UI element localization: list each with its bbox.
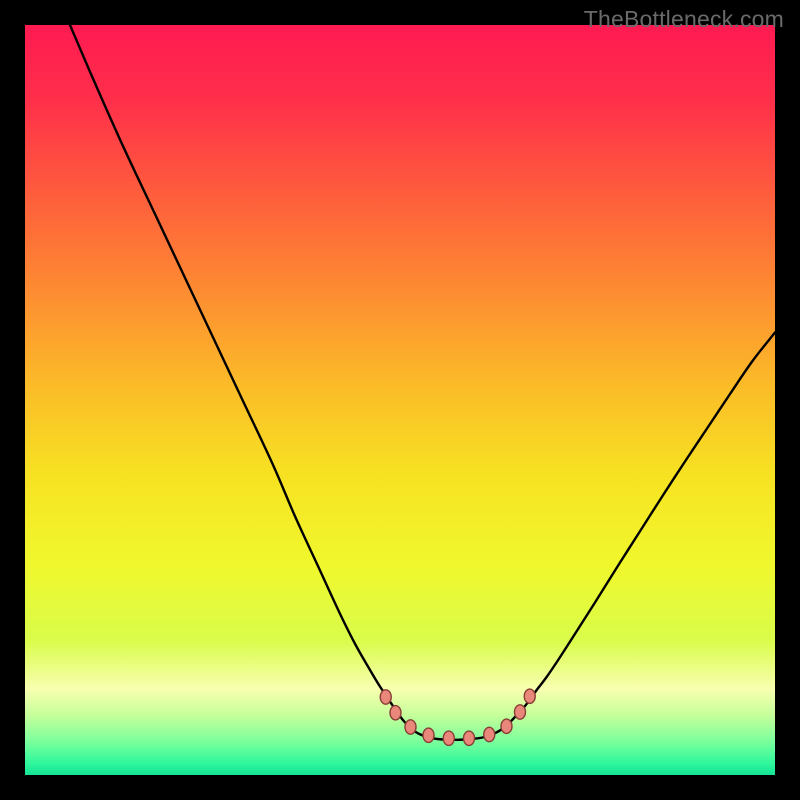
- curve-marker: [515, 705, 526, 719]
- watermark-label: TheBottleneck.com: [584, 6, 784, 33]
- curve-marker: [464, 731, 475, 745]
- curve-marker: [443, 731, 454, 745]
- curve-marker: [405, 720, 416, 734]
- bottleneck-chart: [0, 0, 800, 800]
- curve-marker: [390, 706, 401, 720]
- curve-marker: [380, 690, 391, 704]
- curve-marker: [423, 728, 434, 742]
- curve-marker: [524, 689, 535, 703]
- chart-frame: TheBottleneck.com: [0, 0, 800, 800]
- curve-marker: [501, 719, 512, 733]
- plot-background: [25, 25, 775, 775]
- curve-marker: [484, 727, 495, 741]
